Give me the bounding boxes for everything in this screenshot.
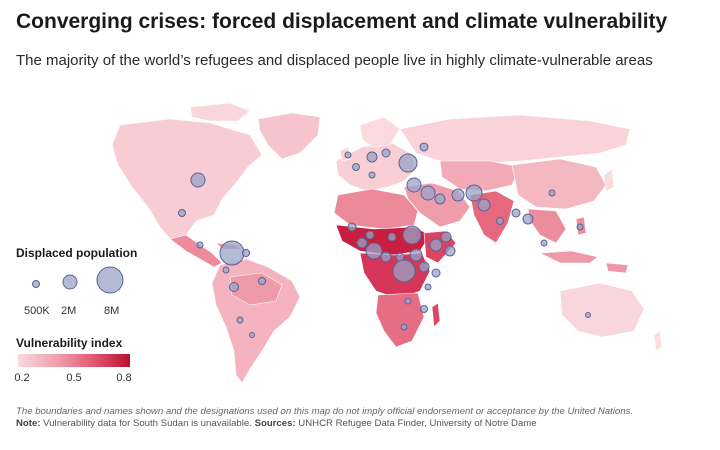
- bubble-nigeria: [365, 242, 383, 260]
- bubble-south-sudan: [409, 248, 423, 262]
- bubble-iran: [451, 188, 465, 202]
- japan: [603, 168, 615, 192]
- bubble-argentina: [249, 332, 255, 338]
- bubble-ukraine: [398, 153, 418, 173]
- bubble-mali: [347, 222, 357, 232]
- new-zealand: [653, 330, 663, 352]
- legend-vul-label-0-2: 0.2: [14, 372, 30, 384]
- russia: [399, 114, 631, 164]
- bubble-central-america: [196, 241, 204, 249]
- sources-label: Sources:: [254, 418, 296, 429]
- southern-africa: [375, 292, 425, 348]
- legend-label-500k: 500K: [24, 305, 50, 317]
- canada-islands: [189, 102, 251, 122]
- note-label: Note:: [16, 418, 41, 429]
- bubble-colombia: [219, 240, 245, 266]
- australia: [559, 282, 645, 338]
- chart-subtitle: The majority of the world’s refugees and…: [16, 52, 653, 69]
- bubble-poland: [381, 148, 391, 158]
- bubble-india: [496, 217, 504, 225]
- bubble-venezuela: [242, 249, 250, 257]
- bubble-uk: [344, 151, 352, 159]
- north-africa: [333, 188, 419, 230]
- bubble-philippines: [576, 223, 584, 231]
- bubble-niger: [365, 230, 375, 240]
- png: [605, 262, 629, 274]
- bubble-myanmar: [522, 213, 534, 225]
- chart-title: Converging crises: forced displacement a…: [16, 10, 668, 33]
- note-and-sources: Note: Vulnerability data for South Sudan…: [16, 418, 706, 429]
- indonesia: [538, 250, 599, 264]
- central-asia: [439, 160, 521, 192]
- bubble-peru: [229, 282, 239, 292]
- bubble-ecuador: [222, 266, 230, 274]
- sources-text: UNHCR Refugee Data Finder, University of…: [295, 418, 537, 429]
- note-text: Vulnerability data for South Sudan is un…: [40, 418, 255, 429]
- legend-vul-label-0-8: 0.8: [116, 372, 132, 384]
- east-asia: [511, 158, 607, 210]
- bubble-russia: [419, 142, 429, 152]
- legend-population-circles: [32, 266, 124, 294]
- southeast-asia: [527, 208, 567, 244]
- legend-label-8m: 8M: [104, 305, 120, 317]
- north-america: [111, 118, 263, 240]
- legend-population-title: Displaced population: [16, 246, 138, 260]
- legend-circle-500k: [32, 280, 40, 288]
- bubble-mexico: [178, 209, 186, 217]
- bubble-somalia: [444, 245, 456, 257]
- bubble-brazil: [258, 277, 266, 285]
- bubble-uganda: [418, 261, 430, 273]
- bubble-chile: [236, 316, 244, 324]
- bubble-chad: [387, 232, 397, 242]
- bubble-italy: [368, 171, 376, 179]
- bubble-germany: [366, 151, 378, 163]
- bubble-usa: [190, 172, 206, 188]
- bubble-china: [548, 189, 556, 197]
- bubble-zambia: [404, 297, 412, 305]
- bubble-iraq: [434, 193, 446, 205]
- legend-label-2m: 2M: [61, 305, 77, 317]
- bubble-malaysia: [540, 239, 548, 247]
- bubble-australia: [585, 312, 591, 318]
- world-map: [0, 95, 720, 400]
- bubble-ethiopia: [429, 238, 443, 252]
- legend-vul-label-0-5: 0.5: [66, 372, 82, 384]
- bubble-afghanistan: [465, 184, 483, 202]
- central-america: [169, 234, 223, 268]
- bubble-south-africa: [400, 323, 408, 331]
- bubble-turkey: [406, 177, 422, 193]
- bubble-sudan: [402, 225, 422, 245]
- bubble-syria: [420, 185, 436, 201]
- bubble-cameroon: [380, 251, 392, 263]
- bubble-mozambique: [420, 305, 428, 313]
- map-disclaimer: The boundaries and names shown and the d…: [16, 406, 634, 417]
- vulnerability-gradient-bar: [18, 354, 130, 367]
- scandinavia: [359, 116, 401, 148]
- bubble-tanzania: [424, 283, 432, 291]
- bubble-kenya: [431, 268, 441, 278]
- legend-circle-2m: [62, 274, 78, 290]
- bubble-burkina: [356, 237, 368, 249]
- world-map-svg: [111, 102, 663, 384]
- bubble-france: [352, 163, 360, 171]
- madagascar: [431, 302, 441, 328]
- amazon: [229, 272, 283, 306]
- bubble-yemen: [440, 231, 452, 243]
- legend-circle-8m: [96, 266, 124, 294]
- bubble-pakistan: [477, 198, 491, 212]
- greenland: [257, 112, 321, 160]
- bubble-drc: [392, 259, 416, 283]
- bubble-bangladesh: [511, 208, 521, 218]
- legend-vulnerability-title: Vulnerability index: [16, 336, 123, 350]
